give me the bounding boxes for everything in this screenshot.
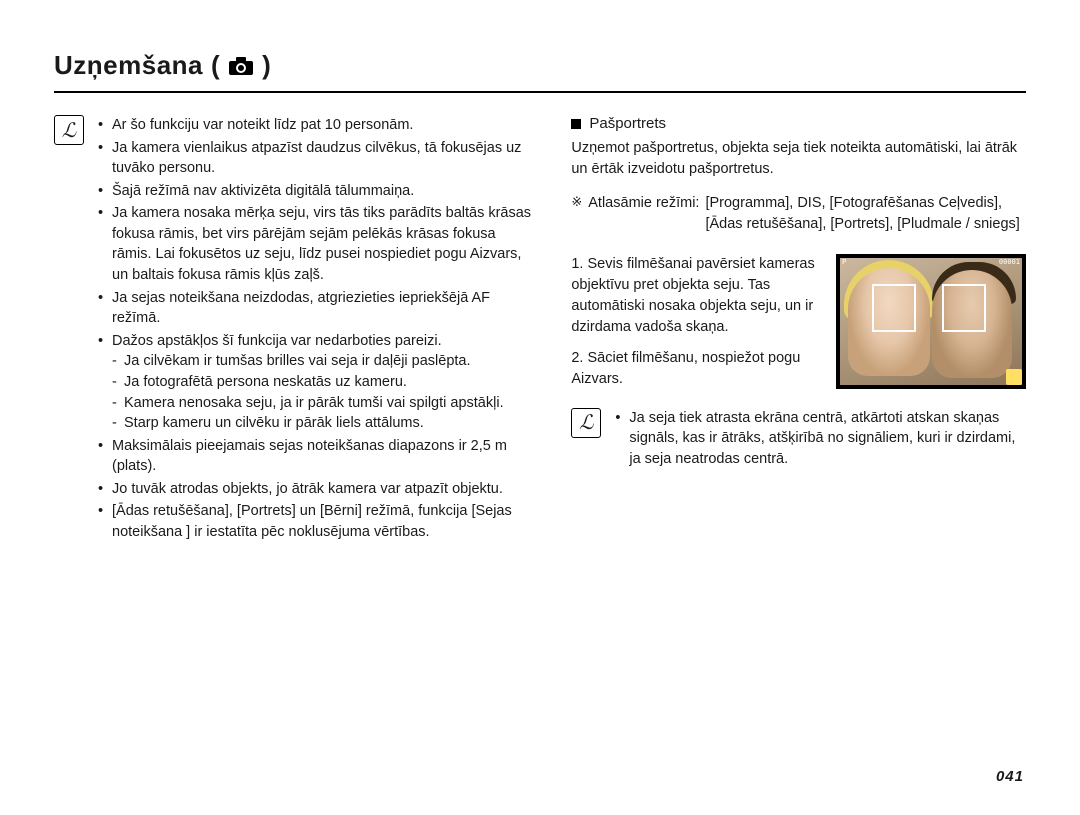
bullet-item: [Ādas retušēšana], [Portrets] un [Bērni]… <box>98 501 531 542</box>
lcd-osd-mode: P <box>842 258 846 266</box>
square-bullet-icon <box>571 119 581 129</box>
lcd-focus-frame <box>942 284 986 332</box>
dash-item: Kamera nenosaka seju, ja ir pārāk tumši … <box>112 393 531 414</box>
note-icon: ℒ <box>571 408 601 438</box>
bullet-item: Dažos apstākļos šī funkcija var nedarbot… <box>98 331 531 434</box>
page-heading: Uzņemšana ( ) <box>54 50 1026 87</box>
step2: 2. Sāciet filmēšanu, nospiežot pogu Aizv… <box>571 348 822 390</box>
step-row: 1. Sevis filmēšanai pavērsiet kameras ob… <box>571 254 1026 389</box>
dash-item: Starp kameru un cilvēku ir pārāk liels a… <box>112 413 531 434</box>
heading-open-paren: ( <box>211 50 220 81</box>
bullet-item: Ja sejas noteikšana neizdodas, atgriezie… <box>98 288 531 329</box>
subheading-text: Pašportrets <box>589 115 666 132</box>
bullet-text: Dažos apstākļos šī funkcija var nedarbot… <box>112 333 442 349</box>
bullet-item: Ja kamera vienlaikus atpazīst daudzus ci… <box>98 138 531 179</box>
heading-close-paren: ) <box>262 50 271 81</box>
heading-text: Uzņemšana <box>54 50 203 81</box>
lcd-preview: P 00001 <box>836 254 1026 389</box>
right-note: ℒ Ja seja tiek atrasta ekrāna centrā, at… <box>571 408 1026 472</box>
bullet-item: Ja seja tiek atrasta ekrāna centrā, atkā… <box>615 408 1026 470</box>
left-column: ℒ Ar šo funkciju var noteikt līdz pat 10… <box>54 115 531 545</box>
intro-paragraph: Uzņemot pašportretus, objekta seja tiek … <box>571 138 1026 179</box>
bullet-item: Ja kamera nosaka mērķa seju, virs tās ti… <box>98 203 531 285</box>
lcd-osd-counter: 00001 <box>999 258 1020 266</box>
camera-icon <box>228 56 254 76</box>
left-bullets: Ar šo funkciju var noteikt līdz pat 10 p… <box>98 115 531 543</box>
dash-item: Ja cilvēkam ir tumšas brilles vai seja i… <box>112 351 531 372</box>
page-number: 041 <box>996 768 1024 785</box>
left-dashes: Ja cilvēkam ir tumšas brilles vai seja i… <box>112 351 531 433</box>
step-text: 1. Sevis filmēšanai pavērsiet kameras ob… <box>571 254 822 389</box>
lcd-selfportrait-icon <box>1006 369 1022 385</box>
bullet-item: Šajā režīmā nav aktivizēta digitālā tālu… <box>98 181 531 202</box>
dash-item: Ja fotografētā persona neskatās uz kamer… <box>112 372 531 393</box>
lcd-focus-frame <box>872 284 916 332</box>
right-note-bullets: Ja seja tiek atrasta ekrāna centrā, atkā… <box>615 408 1026 472</box>
modes-line: ※ Atlasāmie režīmi: [Programma], DIS, [F… <box>571 193 1026 234</box>
bullet-item: Maksimālais pieejamais sejas noteikšanas… <box>98 436 531 477</box>
modes-body: [Programma], DIS, [Fotografēšanas Ceļved… <box>705 193 1026 234</box>
step1: 1. Sevis filmēšanai pavērsiet kameras ob… <box>571 254 822 338</box>
modes-label: Atlasāmie režīmi: <box>588 193 699 234</box>
reference-mark-icon: ※ <box>571 193 582 234</box>
heading-rule <box>54 91 1026 93</box>
subheading: Pašportrets <box>571 115 1026 132</box>
note-icon: ℒ <box>54 115 84 145</box>
bullet-item: Jo tuvāk atrodas objekts, jo ātrāk kamer… <box>98 479 531 500</box>
bullet-item: Ar šo funkciju var noteikt līdz pat 10 p… <box>98 115 531 136</box>
right-column: Pašportrets Uzņemot pašportretus, objekt… <box>571 115 1026 545</box>
